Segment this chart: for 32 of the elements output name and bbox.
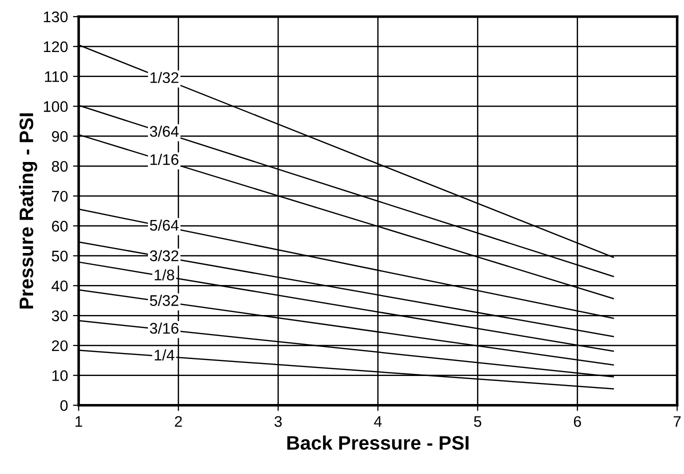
x-tick-label: 5: [474, 416, 482, 427]
y-tick-label: 100: [44, 101, 68, 112]
y-tick-label: 70: [52, 190, 68, 202]
series-label: 1/16: [150, 154, 178, 166]
y-tick-label: 110: [45, 71, 68, 82]
series-label: 3/64: [150, 126, 179, 137]
series-label: 3/16: [150, 322, 178, 334]
series-label: 5/32: [150, 294, 178, 306]
series-label: 5/64: [150, 219, 179, 231]
y-tick-label: 120: [44, 41, 68, 52]
x-tick-label: 4: [374, 416, 382, 427]
y-tick-label: 60: [52, 220, 68, 232]
x-tick-label: 6: [574, 416, 581, 427]
series-label: 3/32: [150, 250, 178, 262]
y-tick-label: 130: [44, 11, 68, 22]
y-tick-label: 80: [52, 160, 68, 172]
series-label: 1/8: [154, 269, 174, 280]
y-tick-label: 30: [52, 310, 68, 322]
x-tick-label: 7: [674, 416, 681, 427]
x-tick-label: 2: [174, 416, 182, 427]
series-label: 1/32: [150, 72, 178, 84]
x-axis-title: Back Pressure - PSI: [287, 435, 468, 450]
series-label: 1/4: [154, 349, 174, 361]
y-tick-label: 10: [52, 370, 68, 382]
y-tick-label: 0: [60, 400, 68, 411]
y-axis-title: Pressure Rating - PSI: [18, 113, 38, 308]
y-tick-label: 90: [52, 131, 68, 142]
x-tick-label: 3: [274, 416, 282, 427]
y-tick-label: 20: [52, 340, 68, 352]
x-tick-label: 1: [76, 416, 82, 427]
y-tick-label: 40: [52, 280, 68, 292]
y-tick-label: 50: [52, 250, 68, 262]
